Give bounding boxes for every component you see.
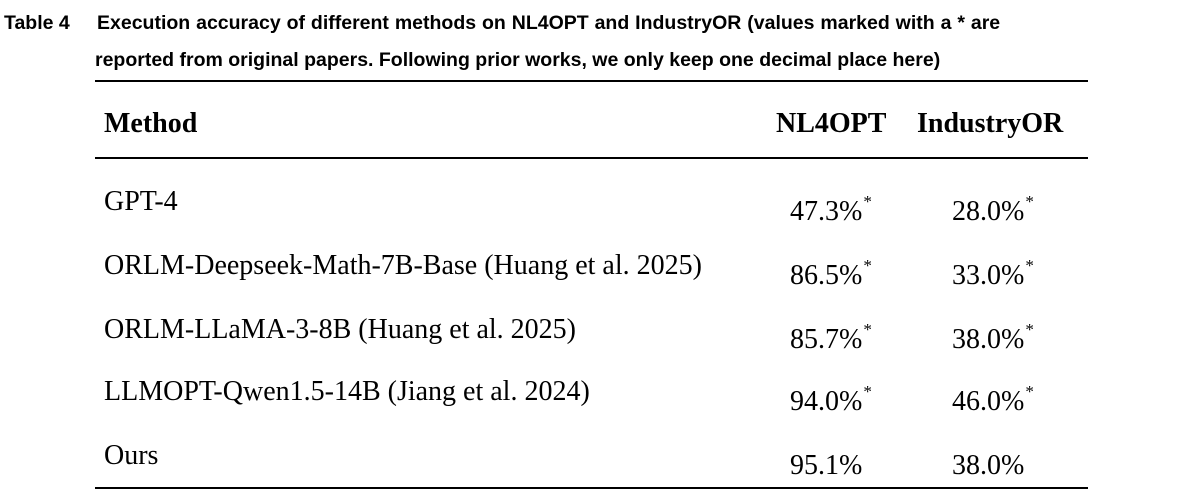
top-rule	[95, 80, 1088, 82]
nl4opt-value: 85.7%	[790, 324, 863, 355]
nl4opt-value: 94.0%	[790, 386, 863, 417]
row-nl4opt-cell: 94.0%*	[790, 372, 872, 422]
header-method: Method	[104, 108, 198, 139]
caption-text-line-1: Execution accuracy of different methods …	[97, 12, 1001, 34]
industryor-value: 33.0%	[952, 260, 1025, 291]
row-industryor-cell: 38.0%	[952, 436, 1025, 486]
industryor-value: 46.0%	[952, 386, 1025, 417]
nl4opt-value: 47.3%	[790, 196, 863, 227]
header-nl4opt: NL4OPT	[776, 108, 887, 139]
table-label: Table 4	[4, 12, 70, 34]
industryor-value: 38.0%	[952, 324, 1025, 355]
row-nl4opt-cell: 47.3%*	[790, 182, 872, 232]
row-method-cell: GPT-4	[104, 186, 178, 217]
reported-marker: *	[1025, 192, 1034, 211]
reported-marker: *	[863, 256, 872, 275]
nl4opt-value: 86.5%	[790, 260, 863, 291]
bottom-rule	[95, 487, 1088, 489]
table-caption: Table 4 Execution accuracy of different …	[0, 8, 1188, 76]
header-rule	[95, 157, 1088, 159]
reported-marker: *	[1025, 256, 1034, 275]
industryor-value: 28.0%	[952, 196, 1025, 227]
row-method-cell: ORLM-Deepseek-Math-7B-Base (Huang et al.…	[104, 250, 702, 281]
reported-marker: *	[863, 382, 872, 401]
row-nl4opt-cell: 85.7%*	[790, 310, 872, 360]
nl4opt-value: 95.1%	[790, 450, 863, 481]
row-industryor-cell: 33.0%*	[952, 246, 1034, 296]
reported-marker: *	[1025, 320, 1034, 339]
reported-marker: *	[863, 320, 872, 339]
row-nl4opt-cell: 86.5%*	[790, 246, 872, 296]
row-industryor-cell: 38.0%*	[952, 310, 1034, 360]
row-nl4opt-cell: 95.1%	[790, 436, 863, 486]
reported-marker: *	[1025, 382, 1034, 401]
reported-marker: *	[863, 192, 872, 211]
caption-text-line-2: reported from original papers. Following…	[95, 49, 941, 71]
row-method-cell: ORLM-LLaMA-3-8B (Huang et al. 2025)	[104, 314, 577, 345]
row-industryor-cell: 46.0%*	[952, 372, 1034, 422]
row-method-cell: Ours	[104, 440, 159, 471]
industryor-value: 38.0%	[952, 450, 1025, 481]
row-industryor-cell: 28.0%*	[952, 182, 1034, 232]
row-method-cell: LLMOPT-Qwen1.5-14B (Jiang et al. 2024)	[104, 376, 590, 407]
header-industryor: IndustryOR	[917, 108, 1064, 139]
